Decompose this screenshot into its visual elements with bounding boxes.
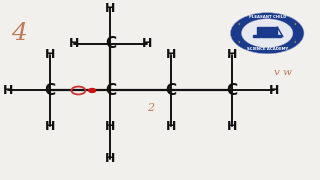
Text: ★: ★ — [238, 40, 241, 44]
Text: H: H — [105, 2, 116, 15]
Text: H: H — [268, 84, 279, 97]
Bar — [253, 35, 281, 37]
Text: C: C — [227, 83, 237, 98]
Text: H: H — [227, 120, 237, 133]
Text: C: C — [166, 83, 177, 98]
Circle shape — [242, 19, 293, 48]
Text: H: H — [105, 152, 116, 165]
Text: H: H — [68, 37, 79, 50]
Text: H: H — [227, 48, 237, 61]
Text: PLEASANT CHILD: PLEASANT CHILD — [249, 15, 286, 19]
Text: H: H — [44, 48, 55, 61]
Text: H: H — [44, 120, 55, 133]
Text: H: H — [142, 37, 152, 50]
Circle shape — [230, 13, 304, 54]
Bar — [257, 27, 277, 35]
Text: C: C — [44, 83, 55, 98]
Text: H: H — [3, 84, 13, 97]
Text: C: C — [105, 83, 116, 98]
Text: H: H — [166, 120, 176, 133]
Text: ★: ★ — [294, 22, 297, 26]
Text: 2: 2 — [147, 103, 154, 113]
Text: H: H — [166, 48, 176, 61]
Text: v w: v w — [274, 68, 292, 77]
Text: 4: 4 — [11, 22, 27, 45]
Circle shape — [89, 89, 96, 93]
Text: H: H — [105, 120, 116, 133]
Text: C: C — [105, 36, 116, 51]
Text: SCIENCE ACADEMY: SCIENCE ACADEMY — [247, 47, 288, 51]
Text: ★: ★ — [294, 40, 297, 44]
Text: ★: ★ — [238, 22, 241, 26]
